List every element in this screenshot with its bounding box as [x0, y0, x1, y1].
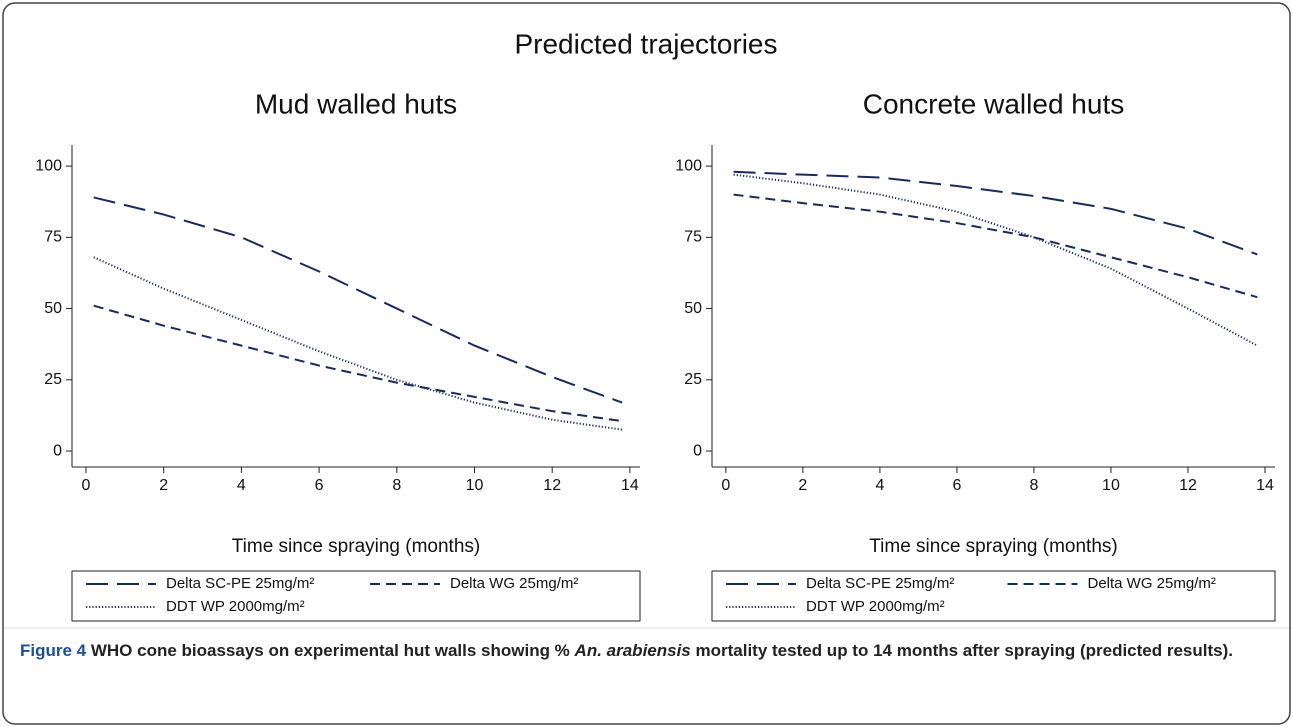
figure-title: Predicted trajectories	[514, 28, 777, 59]
legend-label: DDT WP 2000mg/m²	[166, 598, 305, 615]
series-line	[733, 173, 1258, 347]
x-tick-label: 14	[621, 477, 639, 494]
series-line	[93, 304, 623, 423]
legend-box	[71, 570, 641, 622]
x-tick-label: 6	[315, 477, 324, 494]
x-tick-label: 12	[1179, 477, 1197, 494]
x-tick-label: 10	[1102, 477, 1120, 494]
series-line	[93, 256, 623, 431]
x-tick-label: 2	[798, 477, 807, 494]
caption-label: Figure 4	[20, 641, 87, 660]
legend-label: Delta SC-PE 25mg/m²	[806, 575, 954, 592]
legend-label: Delta WG 25mg/m²	[450, 575, 578, 592]
x-tick-label: 10	[466, 477, 484, 494]
y-tick-label: 100	[35, 157, 62, 174]
y-tick-label: 25	[44, 371, 62, 388]
series-line	[733, 170, 1258, 256]
caption-text: WHO cone bioassays on experimental hut w…	[90, 641, 570, 660]
x-tick-label: 6	[952, 477, 961, 494]
y-tick-label: 50	[684, 300, 702, 317]
legend-box	[711, 570, 1276, 622]
x-tick-label: 4	[875, 477, 884, 494]
y-tick-label: 50	[44, 300, 62, 317]
legend-label: Delta WG 25mg/m²	[1088, 575, 1216, 592]
x-axis-label: Time since spraying (months)	[869, 536, 1117, 557]
caption-rest: mortality tested up to 14 months after s…	[695, 641, 1234, 660]
y-tick-label: 75	[44, 229, 62, 246]
caption-species: An. arabiensis	[574, 641, 691, 660]
legend-label: DDT WP 2000mg/m²	[806, 598, 945, 615]
x-axis-label: Time since spraying (months)	[232, 536, 480, 557]
x-tick-label: 0	[721, 477, 730, 494]
x-tick-label: 0	[82, 477, 91, 494]
panel-title: Concrete walled huts	[863, 88, 1124, 119]
y-tick-label: 75	[684, 229, 702, 246]
legend-label: Delta SC-PE 25mg/m²	[166, 575, 314, 592]
y-tick-label: 25	[684, 371, 702, 388]
y-tick-label: 0	[53, 442, 62, 459]
x-tick-label: 4	[237, 477, 246, 494]
x-tick-label: 2	[159, 477, 168, 494]
x-tick-label: 8	[392, 477, 401, 494]
caption: Figure 4 WHO cone bioassays on experimen…	[20, 638, 1270, 663]
y-tick-label: 100	[675, 157, 702, 174]
x-tick-label: 12	[543, 477, 561, 494]
series-line	[93, 196, 623, 404]
x-tick-label: 14	[1256, 477, 1274, 494]
y-tick-label: 0	[693, 442, 702, 459]
panel-title: Mud walled huts	[255, 88, 457, 119]
series-line	[733, 193, 1258, 299]
x-tick-label: 8	[1029, 477, 1038, 494]
